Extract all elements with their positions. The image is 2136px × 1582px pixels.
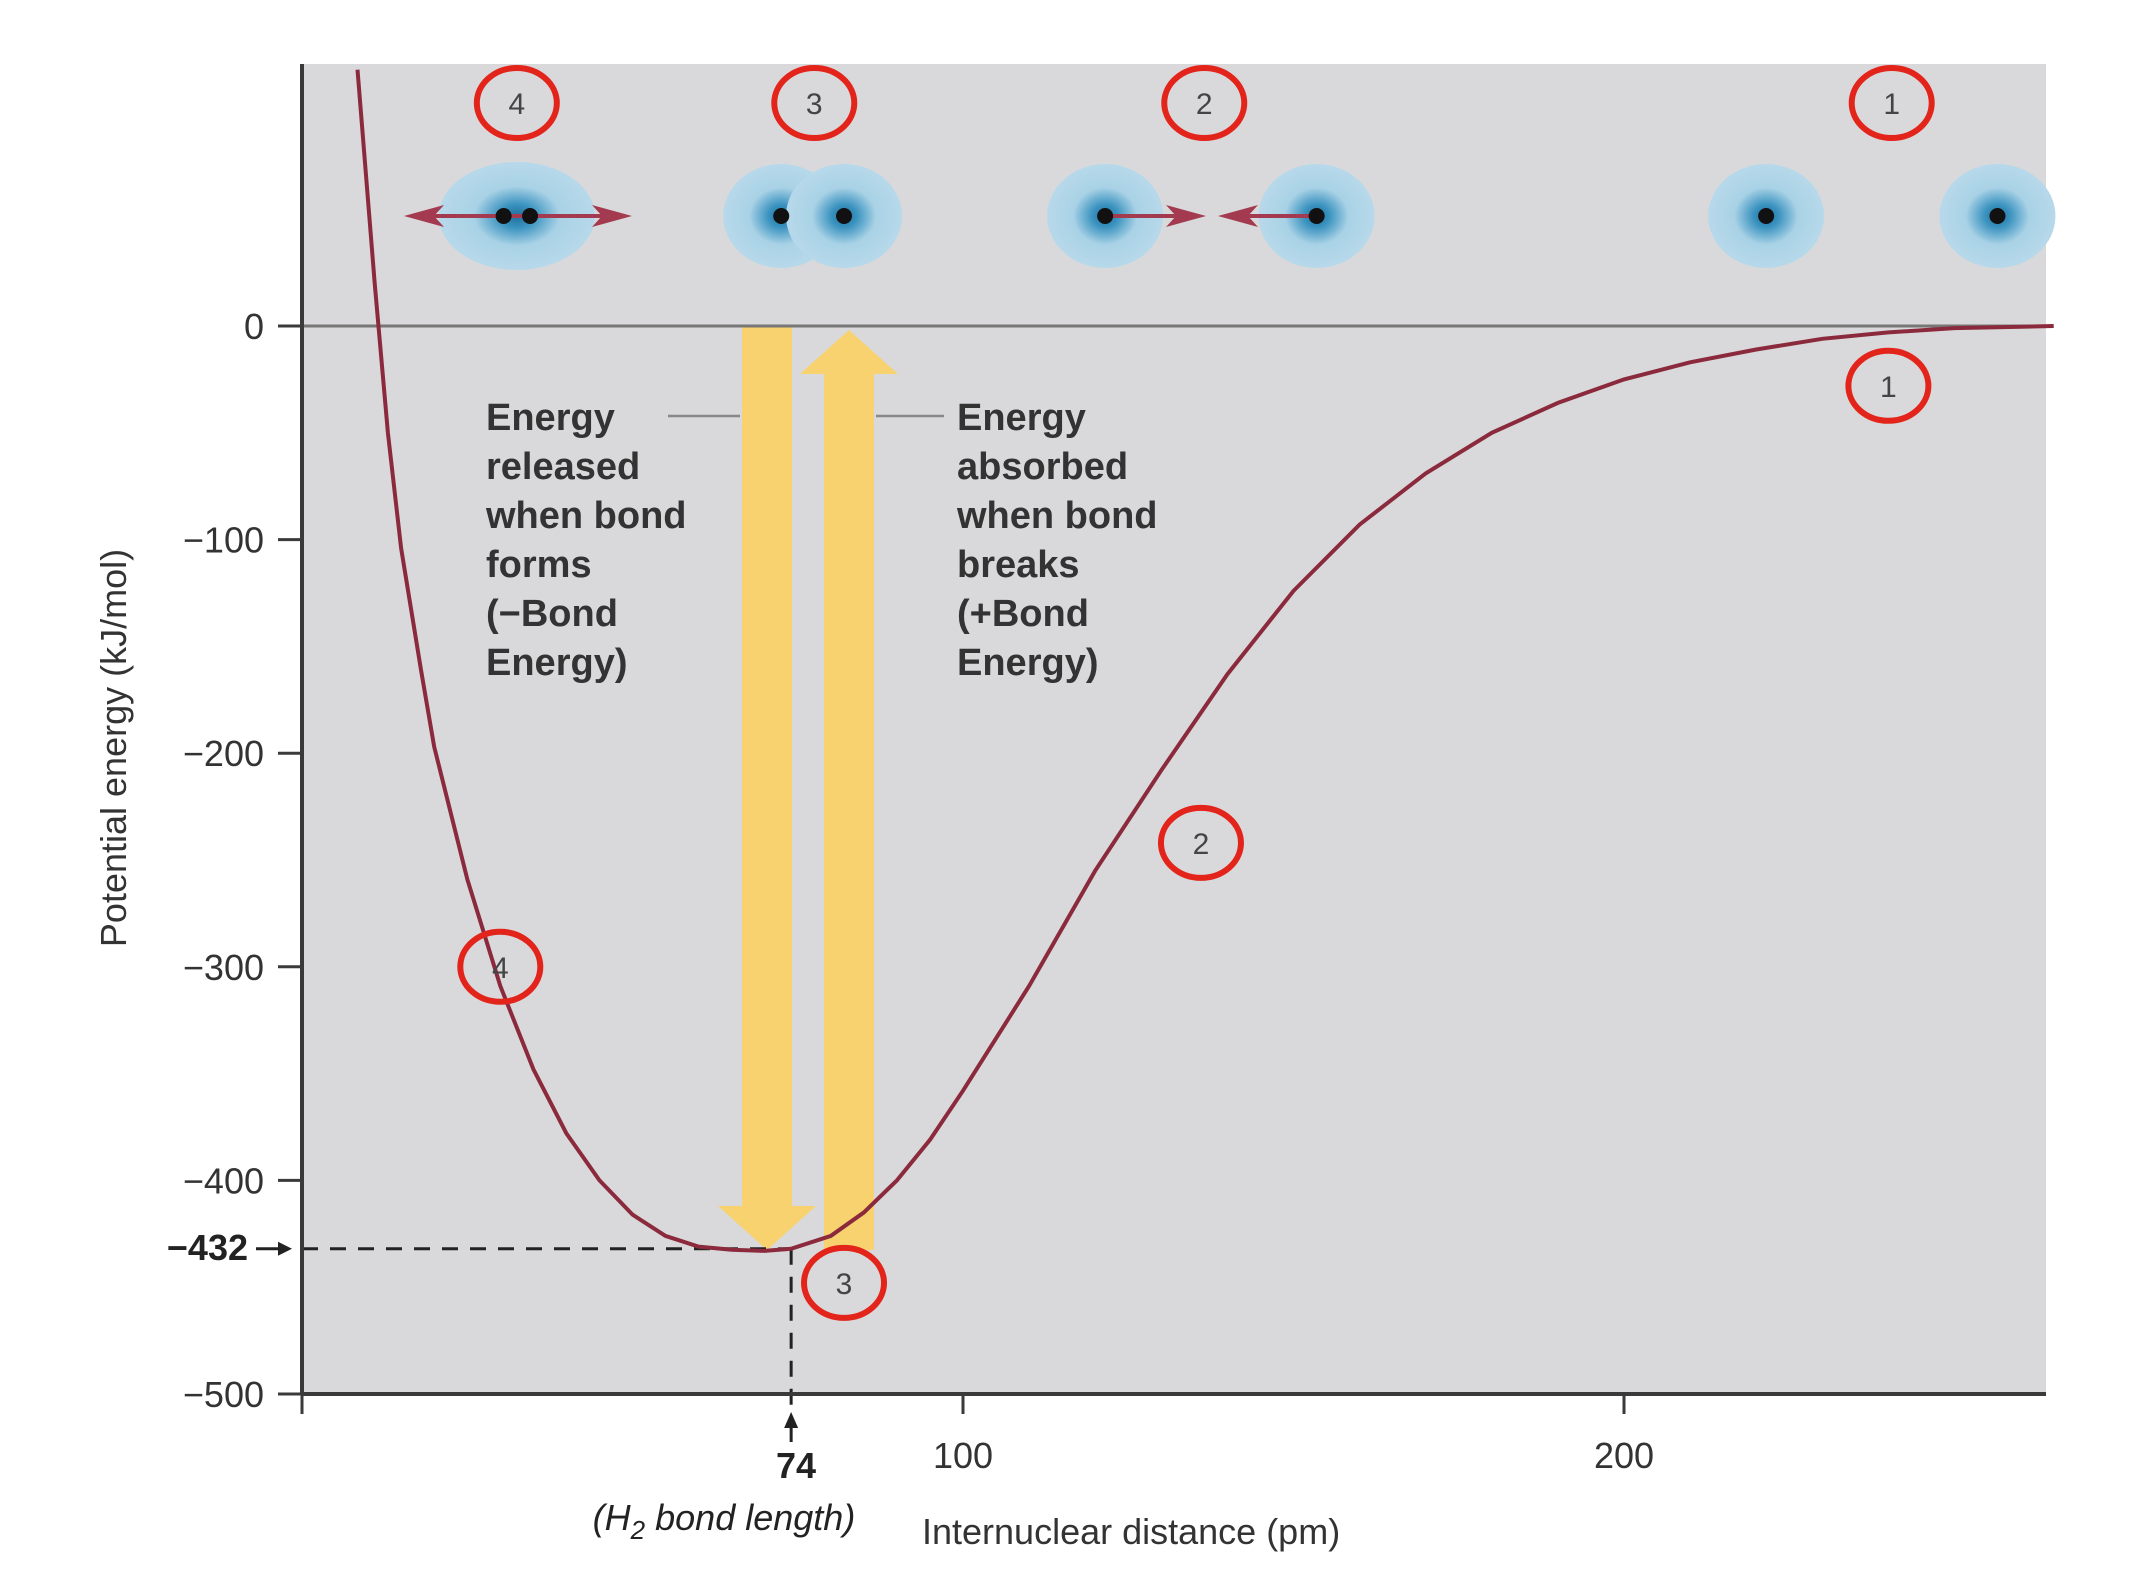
nucleus-dot [1308, 208, 1325, 224]
top-marker-ring [473, 65, 560, 141]
curve-marker-ring [1845, 347, 1932, 424]
nucleus-dot [836, 208, 853, 224]
bond-length-caption-rest: bond length) [645, 1497, 855, 1538]
nucleus-dot [495, 208, 512, 224]
curve-marker-ring [1157, 804, 1244, 881]
curve-marker-label: 3 [836, 1268, 853, 1301]
y-tick-label: −100 [183, 520, 264, 561]
y-axis-title: Potential energy (kJ/mol) [93, 549, 134, 947]
energy-absorbed-text-line: Energy) [957, 642, 1098, 684]
energy-arrows [718, 326, 898, 1250]
energy-released-text-line: when bond [485, 495, 687, 537]
bond-length-label: 74 [776, 1445, 816, 1486]
curve-marker-label: 4 [492, 952, 509, 985]
energy-absorbed-text-line: Energy [957, 397, 1086, 439]
curve-marker-label: 1 [1880, 371, 1897, 404]
nucleus-dot [773, 208, 790, 224]
y-tick-label: −300 [183, 947, 264, 988]
y-tick-label: −400 [183, 1160, 264, 1201]
top-marker-label: 2 [1196, 88, 1213, 121]
y-tick-label: −200 [183, 733, 264, 774]
energy-absorbed-arrow [800, 330, 898, 1250]
curve-marker-label: 2 [1193, 828, 1210, 861]
y-tick-label: 0 [244, 306, 264, 347]
x-ticks: 100 200 [300, 1394, 1654, 1476]
energy-absorbed-text-line: when bond [956, 495, 1158, 537]
bond-length-pointer-head [784, 1412, 799, 1428]
energy-released-arrow [718, 326, 816, 1250]
energy-released-annotation: Energy released when bond forms (−Bond Energy… [485, 397, 687, 684]
potential-energy-curve [355, 69, 2054, 1253]
top-marker-label: 1 [1883, 88, 1900, 121]
bond-length-caption: (H2 bond length) [593, 1497, 856, 1545]
energy-absorbed-text-line: (+Bond [957, 593, 1089, 635]
y-ticks: 0 −100 −200 −300 −400 −500 [183, 306, 302, 1415]
nucleus-dot [1758, 208, 1775, 224]
repulsion-arrow-head [592, 205, 632, 227]
curve-marker-ring [801, 1244, 888, 1321]
x-axis-title: Internuclear distance (pm) [922, 1511, 1340, 1552]
top-marker-ring [771, 65, 858, 141]
top-marker-ring [1848, 65, 1935, 141]
curve-marker-ring [457, 928, 544, 1005]
bond-length-caption-sub: 2 [630, 1515, 646, 1545]
energy-absorbed-text-line: breaks [957, 544, 1080, 586]
bond-energy-pointer-head [278, 1241, 292, 1256]
nucleus-dot [1097, 208, 1114, 224]
top-marker-ring [1161, 65, 1248, 141]
nucleus-dot [1989, 208, 2006, 224]
energy-released-text-line: forms [486, 544, 592, 586]
top-markers: 4 3 2 1 [473, 65, 1935, 141]
attraction-arrow-head [1166, 205, 1206, 227]
attraction-arrow-head [1218, 205, 1258, 227]
atom-pairs [404, 162, 2056, 270]
energy-absorbed-text-line: absorbed [957, 446, 1128, 488]
energy-absorbed-annotation: Energy absorbed when bond breaks (+Bond Energ… [956, 397, 1158, 684]
top-marker-label: 4 [508, 88, 525, 121]
energy-released-text-line: released [486, 446, 640, 488]
y-tick-label: −500 [183, 1374, 264, 1415]
nucleus-dot [522, 208, 539, 224]
energy-released-text-line: Energy [486, 397, 615, 439]
repulsion-arrow-head [404, 205, 444, 227]
energy-released-text-line: Energy) [486, 642, 627, 684]
x-tick-label: 100 [933, 1435, 993, 1476]
energy-released-text-line: (−Bond [486, 593, 618, 635]
curve-markers: 1 2 3 4 [457, 347, 1932, 1321]
top-marker-label: 3 [806, 88, 823, 121]
bond-length-caption-main: (H [593, 1497, 632, 1538]
bond-energy-label: −432 [167, 1227, 248, 1268]
x-tick-label: 200 [1594, 1435, 1654, 1476]
